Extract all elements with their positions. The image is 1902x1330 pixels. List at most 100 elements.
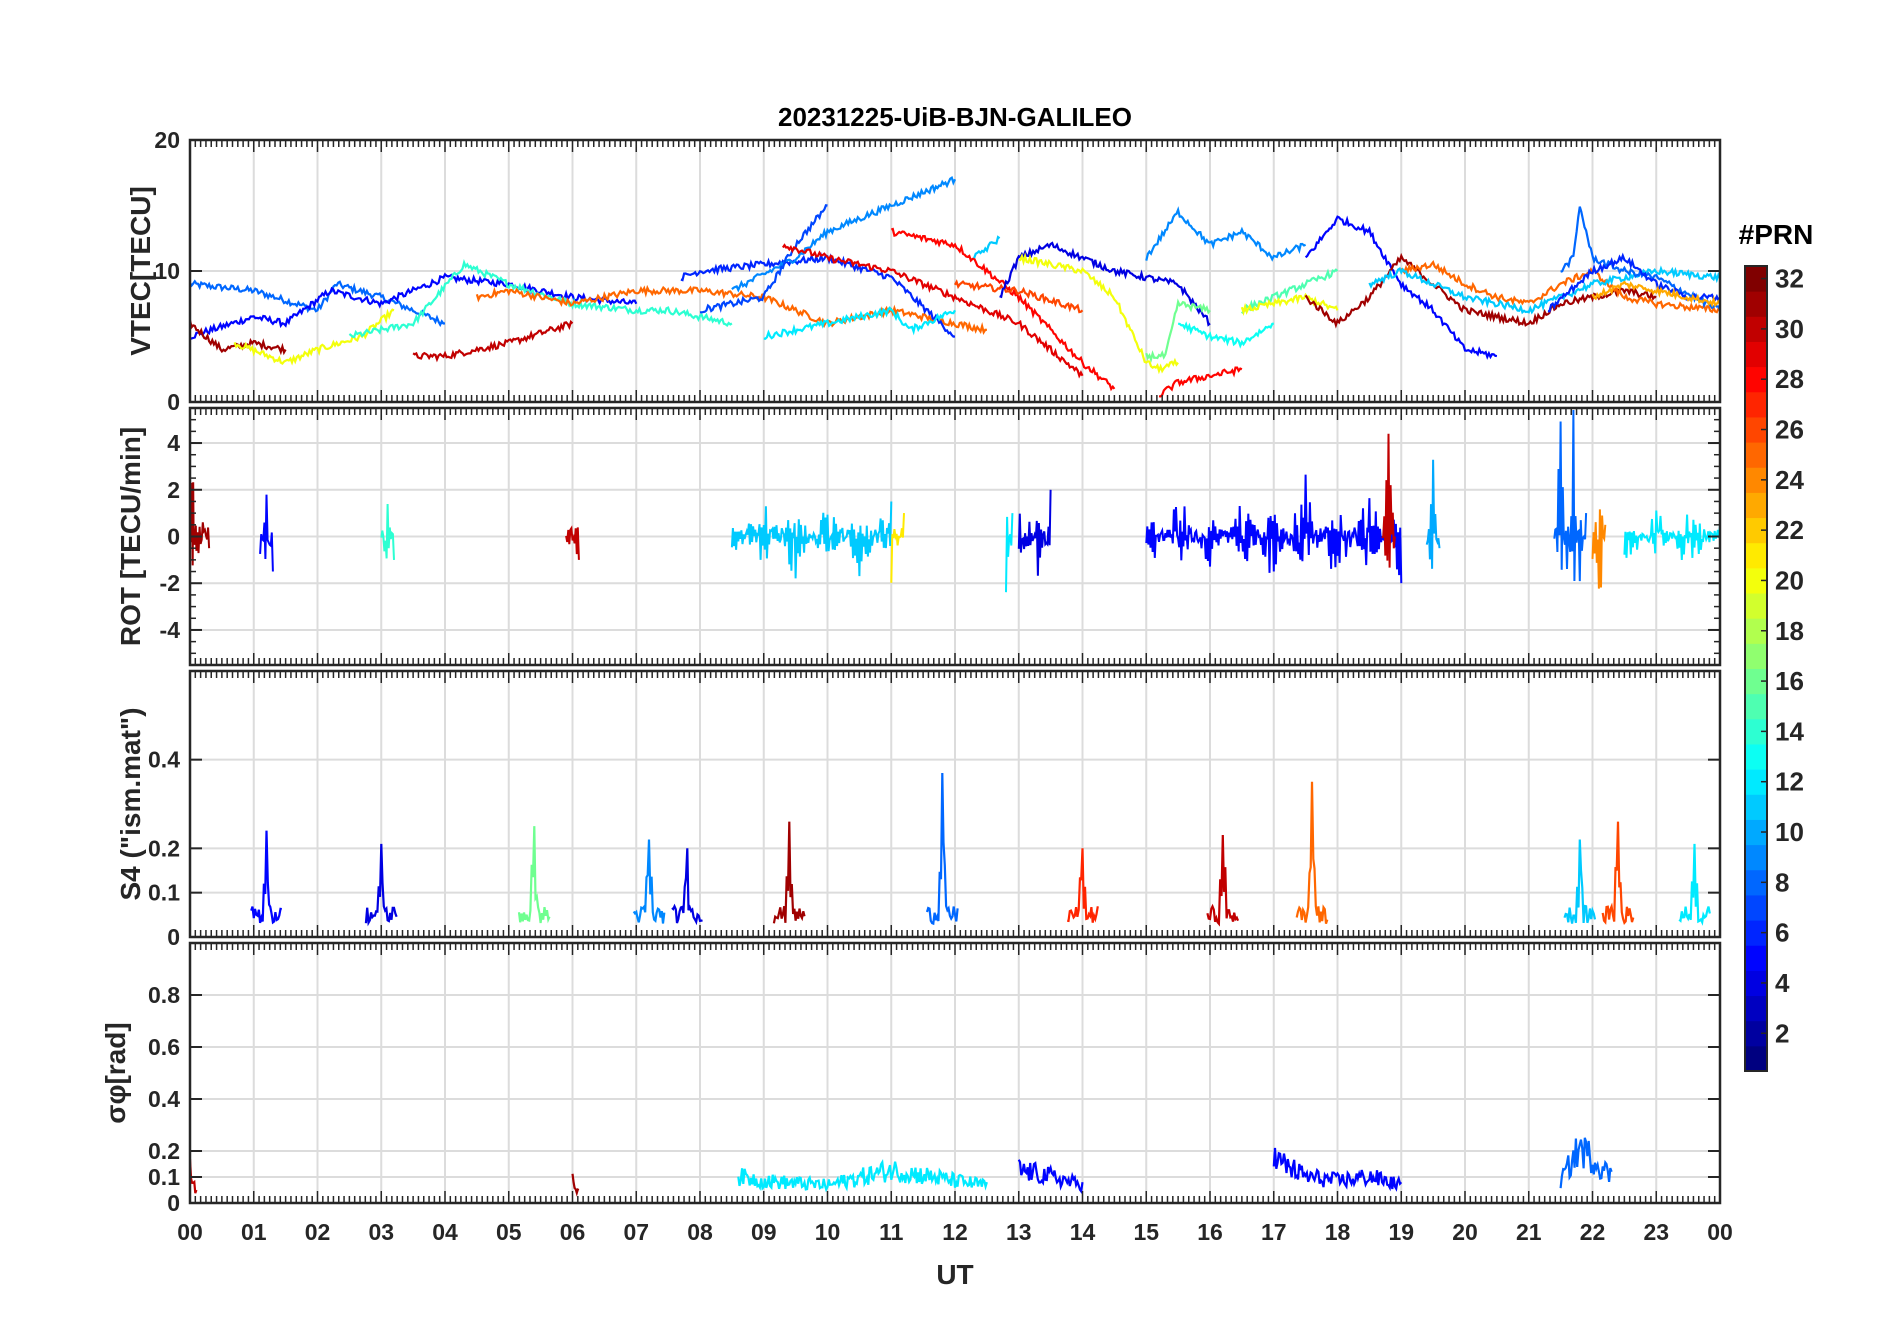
series-prn-30 bbox=[1381, 433, 1396, 568]
colorbar-band bbox=[1745, 844, 1767, 871]
x-tick-label: 06 bbox=[560, 1219, 586, 1245]
series-prn-9 bbox=[731, 175, 956, 293]
series-prn-13 bbox=[1177, 321, 1275, 349]
x-tick-label: 00 bbox=[177, 1219, 203, 1245]
series-prn-28 bbox=[1158, 366, 1243, 398]
y-tick-label: 20 bbox=[154, 127, 180, 153]
x-minor-ticks bbox=[189, 943, 1721, 1203]
y-tick-label: -4 bbox=[160, 617, 181, 643]
y-tick-label: 0.8 bbox=[148, 982, 180, 1008]
series-prn-12 bbox=[763, 306, 956, 340]
x-tick-label: 10 bbox=[815, 1219, 841, 1245]
colorbar-band bbox=[1745, 643, 1767, 669]
series-prn-26 bbox=[954, 279, 1084, 314]
y-tick-label: 2 bbox=[167, 477, 180, 503]
series-prn-12 bbox=[1623, 510, 1720, 561]
panel-s4: 0 0.1 0.2 0.4S4 ("ism.mat") bbox=[115, 669, 1722, 950]
grid bbox=[190, 943, 1720, 1203]
series-prn-23 bbox=[1591, 280, 1720, 308]
colorbar-band bbox=[1745, 970, 1767, 997]
x-tick-label: 22 bbox=[1580, 1219, 1606, 1245]
y-tick-label: 0 bbox=[167, 524, 180, 550]
series-group bbox=[250, 772, 1711, 927]
panel-sigma-phi: 00.10.2 0.4 0.6 0.8 σφ[rad] bbox=[100, 941, 1722, 1216]
series-prn-24 bbox=[1591, 509, 1607, 589]
series-prn-4 bbox=[999, 241, 1211, 327]
colorbar-tick-label: 6 bbox=[1775, 918, 1789, 948]
colorbar-tick-label: 8 bbox=[1775, 867, 1789, 897]
colorbar-band bbox=[1745, 492, 1767, 519]
series-group bbox=[190, 175, 1720, 398]
y-tick-label: 0 bbox=[167, 389, 180, 415]
colorbar-tick-label: 24 bbox=[1775, 465, 1804, 495]
x-tick-label: 05 bbox=[496, 1219, 522, 1245]
y-tick-label: -2 bbox=[160, 570, 180, 596]
y-axis-title-vtec: VTEC[TECU] bbox=[125, 186, 156, 356]
x-minor-ticks bbox=[189, 671, 1721, 937]
series-prn-12 bbox=[1005, 513, 1014, 593]
colorbar-frame bbox=[1744, 265, 1768, 1072]
series-prn-31 bbox=[190, 482, 211, 566]
series-prn-8 bbox=[1559, 1137, 1613, 1189]
x-tick-label: 04 bbox=[432, 1219, 458, 1245]
colorbar-band bbox=[1745, 593, 1767, 619]
series-prn-6 bbox=[680, 251, 956, 338]
colorbar-tick-label: 2 bbox=[1775, 1018, 1789, 1048]
series-prn-31 bbox=[571, 1173, 580, 1197]
y-tick-label: 0.1 bbox=[148, 1164, 180, 1190]
colorbar-band bbox=[1745, 794, 1767, 820]
colorbar-tick-label: 12 bbox=[1775, 767, 1804, 797]
series-prn-4 bbox=[1017, 489, 1052, 576]
series-prn-5 bbox=[1017, 1159, 1084, 1195]
colorbar-band bbox=[1745, 819, 1767, 846]
colorbar-band bbox=[1745, 769, 1767, 795]
colorbar-tick-label: 30 bbox=[1775, 314, 1804, 344]
colorbar-band bbox=[1745, 266, 1767, 292]
series-prn-20 bbox=[1240, 292, 1339, 316]
colorbar-title: #PRN bbox=[1739, 219, 1814, 250]
x-tick-label: 02 bbox=[305, 1219, 331, 1245]
series-prn-28 bbox=[890, 227, 1116, 392]
y-axis-title-s4: S4 ("ism.mat") bbox=[115, 707, 146, 900]
y-tick-label: 0.6 bbox=[148, 1034, 180, 1060]
colorbar-band bbox=[1745, 1045, 1767, 1072]
series-prn-30 bbox=[412, 319, 574, 363]
colorbar-band bbox=[1745, 1020, 1767, 1047]
y-tick-label: 4 bbox=[167, 430, 180, 456]
series-prn-9 bbox=[1145, 206, 1307, 262]
y-axis-ticks: 0 10 20 bbox=[154, 127, 1720, 415]
x-tick-label: 11 bbox=[879, 1219, 904, 1245]
series-prn-11 bbox=[730, 501, 893, 579]
colorbar-band bbox=[1745, 718, 1767, 745]
series-prn-25 bbox=[1295, 781, 1329, 924]
x-tick-label: 14 bbox=[1070, 1219, 1096, 1245]
y-tick-label: 0.4 bbox=[148, 1086, 180, 1112]
series-prn-14 bbox=[380, 503, 395, 560]
y-tick-label: 0 bbox=[167, 924, 180, 950]
y-tick-label: 0.1 bbox=[148, 880, 180, 906]
series-prn-4 bbox=[364, 843, 398, 927]
series-prn-20 bbox=[233, 308, 395, 366]
series-prn-29 bbox=[781, 243, 1084, 379]
series-prn-5 bbox=[250, 830, 282, 925]
series-prn-5 bbox=[1304, 215, 1498, 360]
colorbar-band bbox=[1745, 920, 1767, 946]
series-prn-30 bbox=[565, 525, 580, 560]
x-tick-label: 23 bbox=[1643, 1219, 1669, 1245]
colorbar-band bbox=[1745, 442, 1767, 468]
y-axis-title-rot: ROT [TECU/min] bbox=[115, 427, 146, 646]
panel-rot: -4 -2 0 2 4 ROT [TECU/min] bbox=[115, 406, 1722, 667]
x-tick-label: 09 bbox=[751, 1219, 777, 1245]
y-axis-ticks: -4 -2 0 2 4 bbox=[160, 407, 1720, 666]
series-prn-5 bbox=[259, 494, 274, 572]
series-prn-14 bbox=[348, 258, 733, 339]
colorbar-band bbox=[1745, 945, 1767, 971]
grid bbox=[190, 408, 1720, 665]
x-tick-label: 03 bbox=[368, 1219, 394, 1245]
series-prn-9 bbox=[632, 839, 666, 924]
series-prn-11 bbox=[1563, 839, 1597, 924]
colorbar-tick-label: 20 bbox=[1775, 565, 1804, 595]
colorbar-tick-label: 4 bbox=[1775, 968, 1790, 998]
